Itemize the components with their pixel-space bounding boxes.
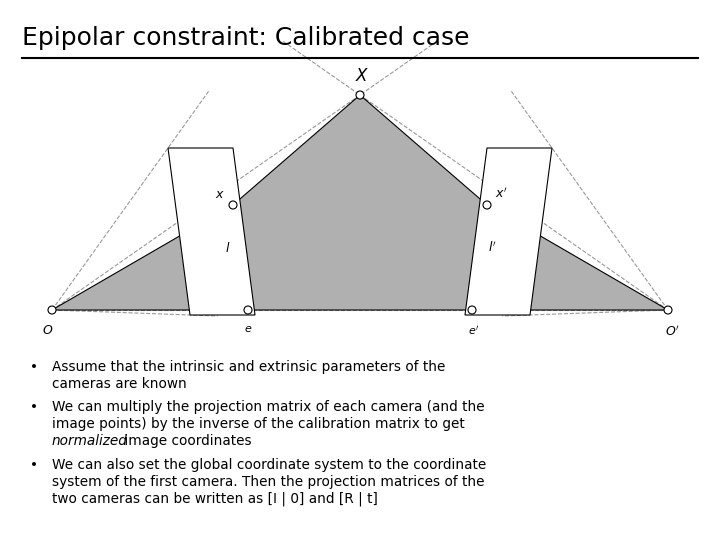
Circle shape [483, 201, 491, 209]
Text: $x'$: $x'$ [495, 186, 508, 201]
Polygon shape [472, 205, 668, 310]
Text: $l$: $l$ [225, 241, 230, 255]
Text: $O$: $O$ [42, 324, 54, 337]
Text: $O'$: $O'$ [665, 324, 680, 339]
Text: $X$: $X$ [355, 67, 369, 85]
Text: $x$: $x$ [215, 188, 225, 201]
Polygon shape [168, 148, 255, 315]
Circle shape [244, 306, 252, 314]
Text: image points) by the inverse of the calibration matrix to get: image points) by the inverse of the cali… [52, 417, 464, 431]
Text: •: • [30, 400, 38, 414]
Text: Assume that the intrinsic and extrinsic parameters of the: Assume that the intrinsic and extrinsic … [52, 360, 446, 374]
Text: two cameras can be written as [I | 0] and [R | t]: two cameras can be written as [I | 0] an… [52, 492, 378, 507]
Text: Epipolar constraint: Calibrated case: Epipolar constraint: Calibrated case [22, 26, 469, 50]
Text: •: • [30, 458, 38, 472]
Circle shape [356, 91, 364, 99]
Text: $l'$: $l'$ [487, 241, 496, 255]
Text: system of the first camera. Then the projection matrices of the: system of the first camera. Then the pro… [52, 475, 485, 489]
Polygon shape [52, 205, 248, 310]
Text: We can also set the global coordinate system to the coordinate: We can also set the global coordinate sy… [52, 458, 486, 472]
Circle shape [664, 306, 672, 314]
Circle shape [468, 306, 476, 314]
Text: $e$: $e$ [244, 324, 252, 334]
Text: cameras are known: cameras are known [52, 377, 186, 391]
Text: •: • [30, 360, 38, 374]
Text: image coordinates: image coordinates [120, 434, 251, 448]
Circle shape [229, 201, 237, 209]
Circle shape [48, 306, 56, 314]
Text: We can multiply the projection matrix of each camera (and the: We can multiply the projection matrix of… [52, 400, 485, 414]
Text: $e'$: $e'$ [468, 324, 480, 337]
Text: normalized: normalized [52, 434, 128, 448]
Polygon shape [233, 95, 487, 310]
Polygon shape [465, 148, 552, 315]
